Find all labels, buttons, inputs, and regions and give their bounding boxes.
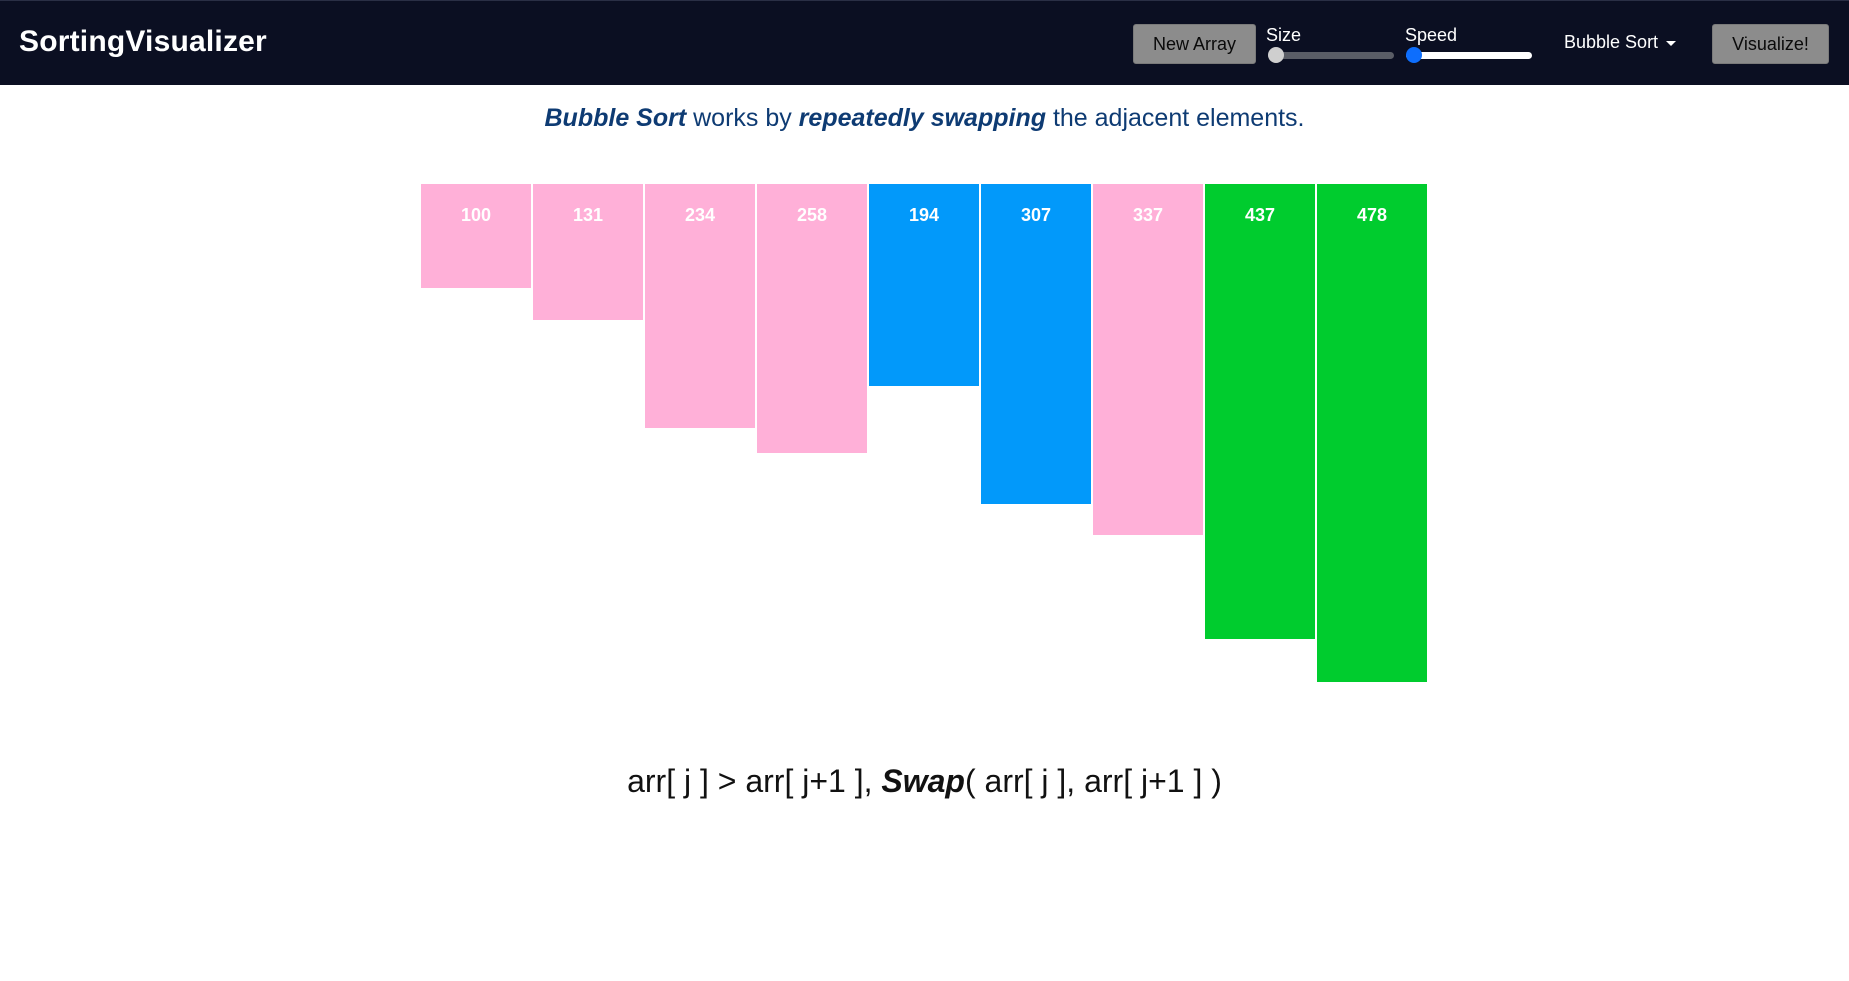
- array-bar-value: 100: [460, 205, 492, 225]
- array-bar-value: 337: [1132, 205, 1164, 225]
- array-bar: 337: [1093, 184, 1203, 535]
- description-text-2: the adjacent elements.: [1046, 104, 1305, 132]
- description-emphasis: repeatedly swapping: [798, 104, 1046, 132]
- algorithm-dropdown[interactable]: Bubble Sort: [1564, 32, 1677, 53]
- caret-down-icon: [1666, 41, 1677, 46]
- array-bar-value: 437: [1244, 205, 1276, 225]
- array-bar: 131: [533, 184, 643, 320]
- array-bar-value: 194: [908, 205, 940, 225]
- brand-title[interactable]: SortingVisualizer: [19, 25, 267, 58]
- speed-slider-track[interactable]: [1406, 52, 1532, 59]
- array-bar: 100: [421, 184, 531, 288]
- algorithm-formula: arr[ j ] > arr[ j+1 ], Swap( arr[ j ], a…: [0, 763, 1849, 800]
- speed-slider-handle[interactable]: [1406, 47, 1422, 63]
- description-algorithm-name: Bubble Sort: [544, 104, 687, 132]
- size-label: Size: [1266, 25, 1302, 45]
- array-bar-value: 234: [684, 205, 716, 225]
- size-slider-track[interactable]: [1268, 52, 1394, 59]
- navbar: SortingVisualizer New Array Size Speed B…: [0, 0, 1849, 85]
- formula-swap: Swap: [881, 763, 965, 799]
- array-bar-value: 258: [796, 205, 828, 225]
- array-bar: 194: [869, 184, 979, 386]
- visualize-button[interactable]: Visualize!: [1712, 24, 1829, 64]
- array-bar: 478: [1317, 184, 1427, 682]
- size-slider-handle[interactable]: [1268, 47, 1284, 63]
- array-bar: 258: [757, 184, 867, 453]
- array-bar-value: 131: [572, 205, 604, 225]
- new-array-button[interactable]: New Array: [1133, 24, 1256, 64]
- formula-args: ( arr[ j ], arr[ j+1 ] ): [964, 763, 1222, 799]
- algorithm-description: Bubble Sort works by repeatedly swapping…: [0, 104, 1849, 133]
- array-bar: 307: [981, 184, 1091, 504]
- algorithm-dropdown-label: Bubble Sort: [1564, 32, 1659, 52]
- array-bar-value: 478: [1356, 205, 1388, 225]
- array-bar-value: 307: [1020, 205, 1052, 225]
- formula-condition: arr[ j ] > arr[ j+1 ],: [627, 763, 882, 799]
- description-text-1: works by: [686, 104, 799, 132]
- array-bar: 437: [1205, 184, 1315, 639]
- speed-label: Speed: [1405, 25, 1458, 45]
- array-bar: 234: [645, 184, 755, 428]
